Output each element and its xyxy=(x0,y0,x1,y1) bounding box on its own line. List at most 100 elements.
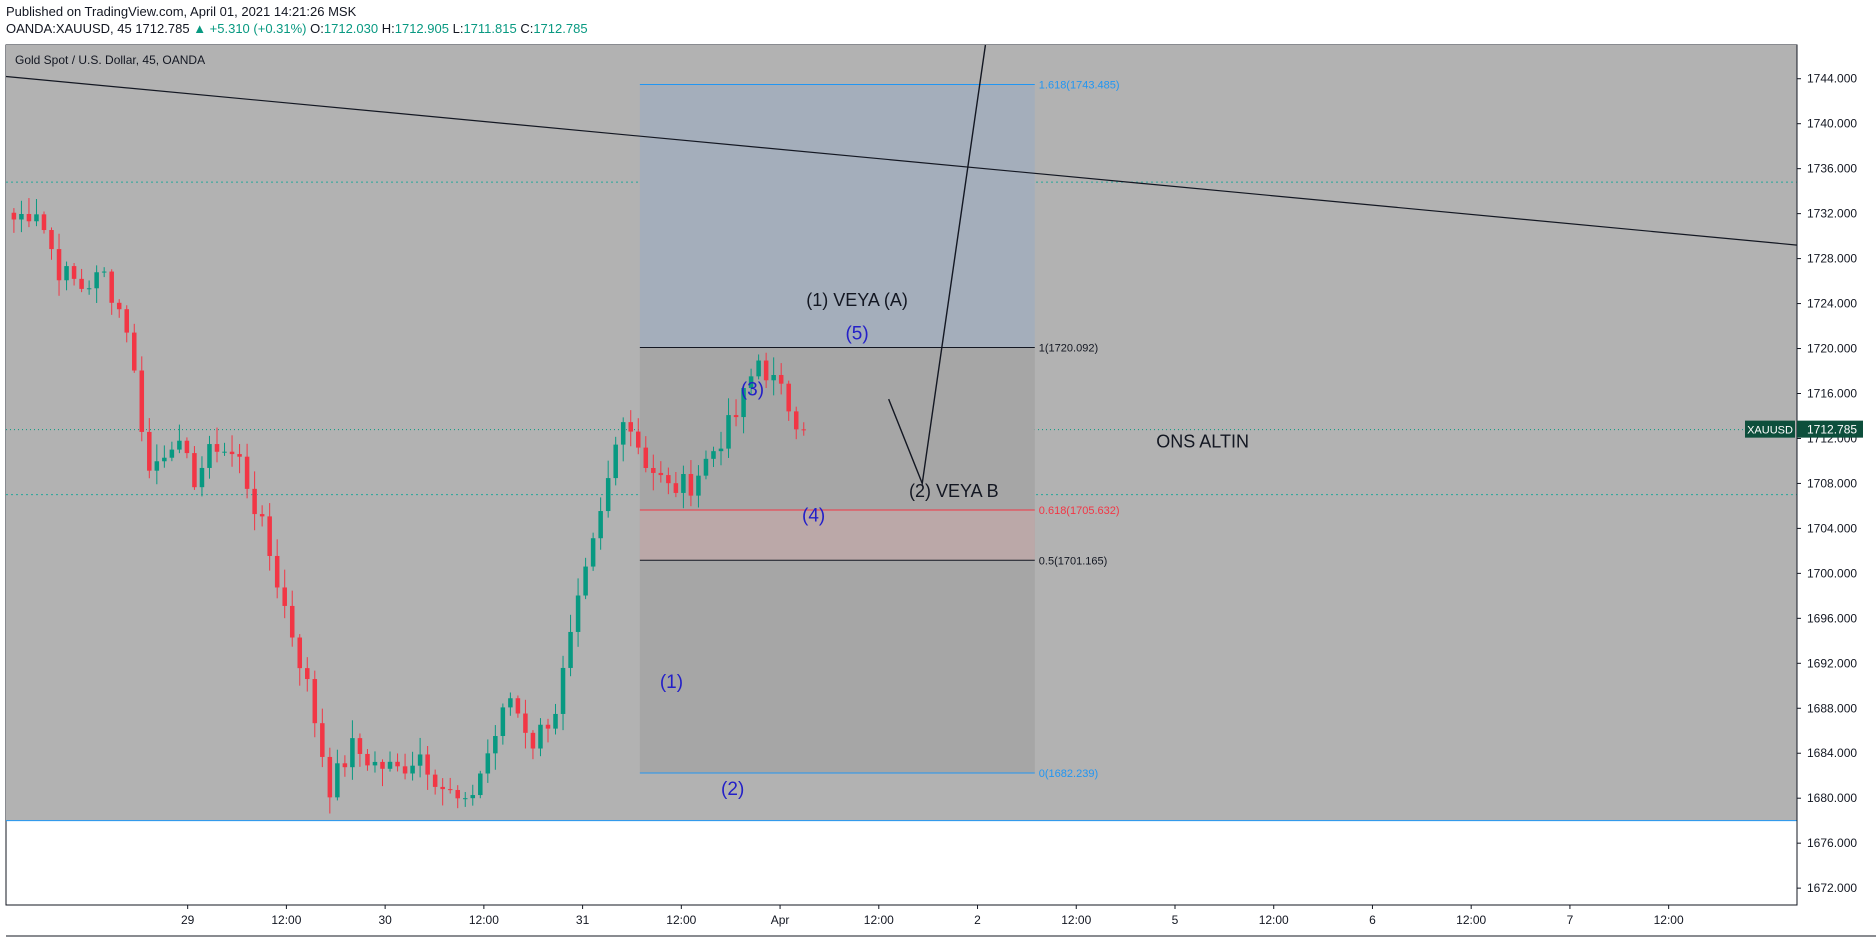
price-tick-label: 1736.000 xyxy=(1807,162,1857,176)
candle-body xyxy=(620,422,626,445)
candle-body xyxy=(560,667,566,714)
candle-body xyxy=(703,458,709,476)
candle-body xyxy=(26,213,32,222)
price-tick-label: 1728.000 xyxy=(1807,252,1857,266)
candle-body xyxy=(192,453,197,488)
low-value: 1711.815 xyxy=(463,21,517,36)
candle-body xyxy=(177,440,182,450)
candle-body xyxy=(305,668,310,680)
annotation-text: (1) VEYA (A) xyxy=(806,290,908,310)
fib-zone-extension xyxy=(639,84,1035,348)
price-tick-label: 1744.000 xyxy=(1807,72,1857,86)
candle-body xyxy=(778,375,784,384)
close-label: C: xyxy=(520,21,534,36)
candle-body xyxy=(681,474,686,493)
symbol-badge[interactable] xyxy=(1745,420,1795,438)
candle-body xyxy=(350,738,355,768)
candle-body xyxy=(590,538,596,567)
candle-body xyxy=(636,431,641,448)
candle-body xyxy=(756,360,761,377)
candle-body xyxy=(583,566,588,596)
candle-body xyxy=(101,271,107,273)
candle-body xyxy=(94,272,99,289)
fib-label-0_5: 0.5(1701.165) xyxy=(1039,555,1108,567)
price-tick-label: 1672.000 xyxy=(1807,881,1857,895)
candle-body xyxy=(162,457,167,462)
time-tick-label: 12:00 xyxy=(1259,913,1289,927)
candle-body xyxy=(335,763,340,798)
symbol-label[interactable]: OANDA:XAUUSD, 45 xyxy=(6,21,132,36)
current-price-badge[interactable] xyxy=(1797,420,1863,438)
time-tick-label: 12:00 xyxy=(1654,913,1684,927)
time-tick-label: 6 xyxy=(1369,913,1376,927)
candle-body xyxy=(214,444,220,452)
wave-projection-path[interactable] xyxy=(888,44,987,487)
candle-body xyxy=(673,483,679,493)
candle-body xyxy=(447,789,453,791)
candle-body xyxy=(545,724,551,729)
candle-body xyxy=(229,451,235,455)
candle-body xyxy=(748,376,754,389)
candle-body xyxy=(786,383,791,412)
price-change: ▲ +5.310 (+0.31%) xyxy=(193,21,307,36)
time-tick-label: 12:00 xyxy=(1061,913,1091,927)
candle-body xyxy=(417,754,423,766)
wave-label: (4) xyxy=(802,506,825,527)
price-tick-label: 1692.000 xyxy=(1807,656,1857,670)
candle-body xyxy=(274,555,280,588)
time-tick-label: 7 xyxy=(1567,913,1574,927)
open-value: 1712.030 xyxy=(323,21,379,36)
published-info: Published on TradingView.com, April 01, … xyxy=(6,4,357,19)
candle-body xyxy=(425,754,430,775)
candle-body xyxy=(666,475,671,484)
candle-body xyxy=(410,765,415,774)
candle-body xyxy=(380,761,385,769)
candle-body xyxy=(493,736,498,754)
candle-body xyxy=(169,449,175,458)
candle-body xyxy=(124,309,129,333)
price-tick-label: 1716.000 xyxy=(1807,386,1857,400)
time-tick-label: 12:00 xyxy=(864,913,894,927)
candle-body xyxy=(320,723,325,757)
candle-body xyxy=(515,698,521,714)
descending-trendline[interactable] xyxy=(5,75,1798,246)
candle-body xyxy=(327,756,333,798)
candle-body xyxy=(387,761,393,769)
symbol-ohlc-bar: OANDA:XAUUSD, 45 1712.785 ▲ +5.310 (+0.3… xyxy=(6,21,588,36)
time-tick-label: Apr xyxy=(771,913,790,927)
candle-body xyxy=(342,763,348,768)
candle-body xyxy=(41,214,47,231)
candle-body xyxy=(478,773,483,796)
candle-body xyxy=(500,707,506,737)
candle-body xyxy=(485,753,491,774)
candle-body xyxy=(365,753,370,766)
candle-body xyxy=(139,370,145,432)
candle-body xyxy=(470,795,476,799)
candle-body xyxy=(252,488,257,515)
candle-body xyxy=(575,595,581,632)
candle-body xyxy=(64,266,69,281)
price-tick-label: 1676.000 xyxy=(1807,836,1857,850)
fib-zone-golden xyxy=(639,510,1035,561)
candle-body xyxy=(282,587,287,606)
candle-body xyxy=(154,461,160,471)
time-tick-label: 12:00 xyxy=(1456,913,1486,927)
time-tick-label: 2 xyxy=(974,913,981,927)
candle-body xyxy=(771,375,776,381)
candle-body xyxy=(718,448,724,452)
price-tick-label: 1724.000 xyxy=(1807,297,1857,311)
time-tick-label: 30 xyxy=(378,913,392,927)
annotation-text: (2) VEYA B xyxy=(909,481,999,501)
symbol-badge-text: XAUUSD xyxy=(1747,425,1793,437)
candle-body xyxy=(34,214,39,222)
candle-body xyxy=(605,478,611,512)
candle-body xyxy=(538,724,543,749)
wave-label: (2) xyxy=(721,779,744,800)
candle-body xyxy=(628,422,633,432)
time-tick-label: 31 xyxy=(576,913,590,927)
candle-body xyxy=(523,713,528,733)
candle-body xyxy=(199,467,205,488)
candle-body xyxy=(49,230,54,250)
candle-body xyxy=(801,429,807,431)
